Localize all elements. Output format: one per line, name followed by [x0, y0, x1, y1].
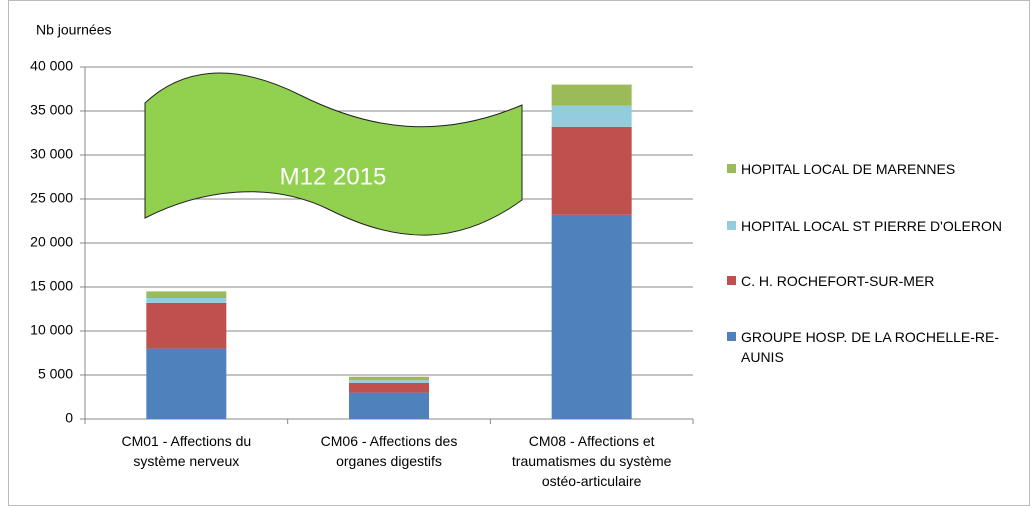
legend-swatch	[727, 221, 736, 230]
bar-segment	[349, 376, 429, 381]
y-tick-label: 10 000	[30, 322, 73, 338]
y-tick-label: 20 000	[30, 234, 73, 250]
bar-segment	[551, 105, 632, 127]
x-tick-label: CM08 - Affections et traumatismes du sys…	[511, 433, 672, 489]
legend-swatch	[727, 332, 736, 341]
bar-segment	[349, 380, 429, 383]
chart-frame	[8, 0, 1030, 506]
legend-label: HOPITAL LOCAL ST PIERRE D'OLERON	[741, 218, 1002, 234]
legend-swatch	[727, 276, 736, 285]
y-tick-label: 40 000	[30, 58, 73, 74]
y-tick-label: 25 000	[30, 190, 73, 206]
bar-segment	[349, 392, 429, 419]
bar-segment	[146, 298, 227, 303]
legend-swatch	[727, 164, 736, 173]
legend-item: C. H. ROCHEFORT-SUR-MER	[727, 271, 1021, 291]
bar-segment	[146, 302, 227, 349]
legend-item: GROUPE HOSP. DE LA ROCHELLE-RE-AUNIS	[727, 327, 1021, 367]
plot-area: 0 5 000 10 000 15 000 20 000 25 000 30 000 35 0…	[30, 58, 694, 426]
y-axis-label: Nb journées	[36, 22, 112, 38]
bar-segment	[146, 348, 227, 419]
x-tick-label: CM06 - Affections des organes digestifs	[320, 433, 458, 469]
bar-segment	[551, 214, 632, 419]
bar-segment	[146, 291, 227, 298]
legend-label: HOPITAL LOCAL DE MARENNES	[741, 161, 956, 177]
y-tick-label: 15 000	[30, 278, 73, 294]
legend-label: GROUPE HOSP. DE LA ROCHELLE-RE-AUNIS	[741, 329, 1000, 365]
y-tick-label: 0	[65, 410, 73, 426]
bar-segment	[551, 84, 632, 106]
legend-item: HOPITAL LOCAL ST PIERRE D'OLERON	[727, 216, 1021, 236]
annotation-banner	[144, 72, 523, 236]
bar-segment	[551, 126, 632, 215]
x-tick-label: CM01 - Affections du système nerveux	[121, 433, 252, 469]
legend-label: C. H. ROCHEFORT-SUR-MER	[741, 273, 935, 289]
y-tick-label: 30 000	[30, 146, 73, 162]
legend-item: HOPITAL LOCAL DE MARENNES	[727, 159, 1021, 179]
annotation: M12 2015	[280, 163, 387, 190]
bar-segment	[349, 382, 429, 393]
y-tick-label: 5 000	[38, 366, 73, 382]
y-tick-label: 35 000	[30, 102, 73, 118]
